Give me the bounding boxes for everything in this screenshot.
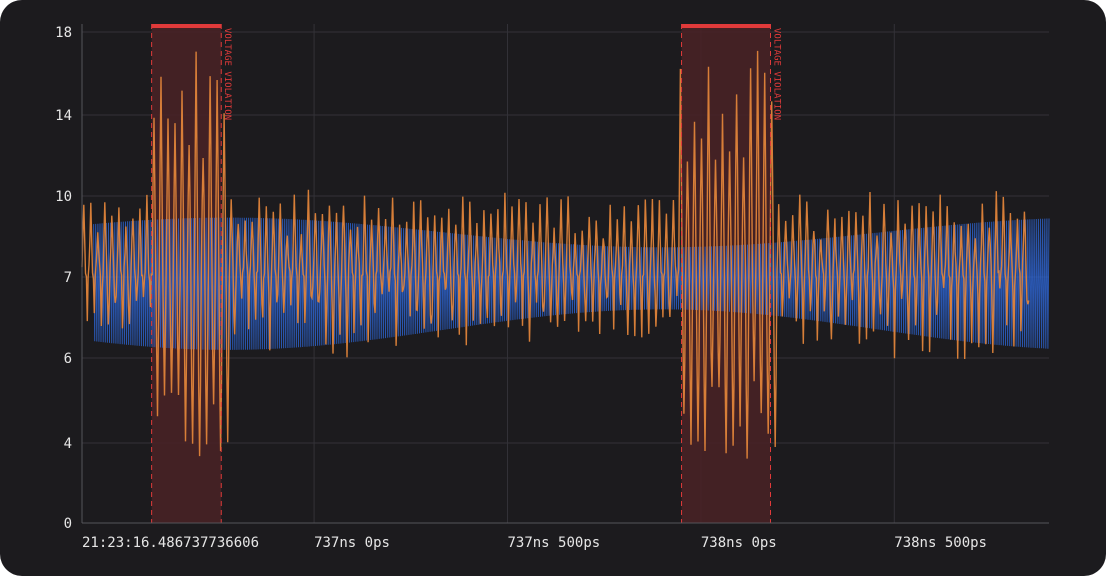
- y-tick-label: 4: [64, 436, 72, 452]
- x-tick-label: 21:23:16.486737736606: [82, 535, 259, 551]
- y-tick-label: 0: [64, 516, 72, 532]
- violation-markers: VOLTAGE VIOLATION VOLTAGE VIOLATION: [151, 24, 782, 523]
- series-orange-signal: [81, 50, 1030, 459]
- series-orange-line: [81, 50, 1030, 459]
- series-blue-line: [93, 217, 1050, 350]
- x-tick-label: 738ns 0ps: [701, 535, 777, 551]
- y-tick-label: 14: [55, 108, 72, 124]
- violation-label: VOLTAGE VIOLATION: [772, 28, 782, 120]
- x-tick-label: 737ns 500ps: [507, 535, 600, 551]
- x-tick-label: 737ns 0ps: [314, 535, 390, 551]
- y-tick-label: 6: [64, 351, 72, 367]
- y-tick-label: 18: [55, 25, 72, 41]
- violation-top-bar: [151, 24, 222, 28]
- x-tick-label: 738ns 500ps: [894, 535, 987, 551]
- violation-label: VOLTAGE VIOLATION: [222, 28, 232, 120]
- axes: 0 4 6 7 10 14 18 21:23:16.486737736606 737ns 0ps…: [55, 24, 1049, 551]
- y-tick-label: 7: [64, 270, 72, 286]
- series-blue-envelope: [93, 217, 1050, 350]
- y-tick-label: 10: [55, 189, 72, 205]
- violation-top-bar: [681, 24, 771, 28]
